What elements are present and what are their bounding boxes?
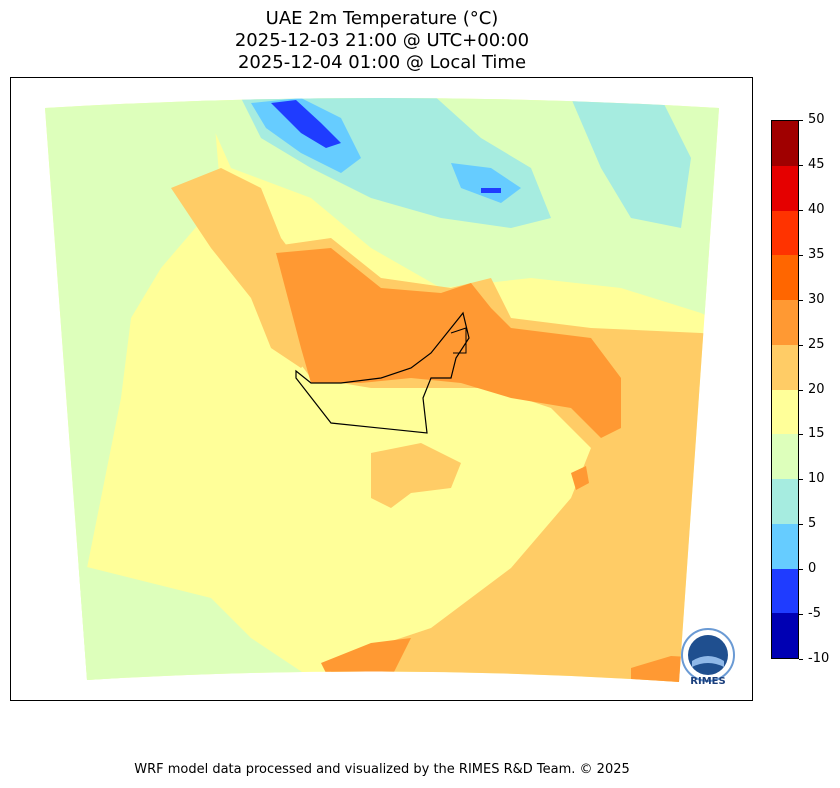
local-time: 2025-12-04 01:00 @ Local Time	[237, 52, 527, 73]
colorbar-tick	[799, 569, 803, 571]
colorbar-segment	[772, 165, 798, 211]
colorbar-segment	[772, 121, 798, 166]
colorbar-segment	[772, 210, 798, 256]
colorbar-tick	[799, 120, 803, 121]
colorbar-segment	[772, 255, 798, 300]
map-frame	[10, 77, 753, 701]
colorbar-segment	[772, 344, 798, 390]
colorbar-tick-label: 25	[808, 336, 825, 352]
colorbar-tick-label: -5	[808, 606, 821, 622]
colorbar-tick-label: 10	[808, 471, 825, 487]
colorbar-tick	[799, 479, 803, 481]
uae-inner-border	[450, 327, 467, 354]
colorbar-segment	[772, 479, 798, 524]
zone-5-10-ne	[571, 98, 691, 228]
colorbar-tick	[799, 524, 803, 526]
utc-time: 2025-12-03 21:00 @ UTC+00:00	[234, 30, 530, 51]
chart-title: UAE 2m Temperature (°C)	[265, 8, 499, 29]
colorbar-segment	[772, 434, 798, 479]
zone-m5-0	[271, 100, 341, 148]
colorbar-tick	[799, 344, 803, 346]
colorbar-tick	[799, 209, 803, 211]
colorbar-segment	[772, 568, 798, 614]
footer-credit: WRF model data processed and visualized …	[134, 762, 630, 777]
colorbar-tick-label: 50	[808, 112, 825, 127]
colorbar-segment	[772, 613, 798, 658]
zone-20-25-inland	[371, 443, 461, 508]
colorbar-tick	[799, 434, 803, 436]
zone-25-30-spot	[571, 466, 589, 490]
colorbar-tick	[799, 299, 803, 301]
rimes-logo-text: RIMES	[690, 676, 726, 687]
colorbar-tick	[799, 389, 803, 391]
colorbar-tick-label: 30	[808, 291, 825, 307]
colorbar-segment	[772, 523, 798, 569]
colorbar-tick-label: 5	[808, 516, 817, 532]
colorbar-tick-label: 45	[808, 156, 825, 172]
uae-border	[295, 311, 470, 434]
colorbar-tick-label: 20	[808, 381, 825, 397]
zone-m5-0-b	[481, 188, 501, 193]
zone-10-15-sw	[45, 548, 311, 682]
colorbar-tick-label: 0	[808, 561, 817, 577]
colorbar-tick	[799, 164, 803, 166]
colorbar-tick	[799, 659, 803, 660]
rimes-logo-icon	[681, 628, 735, 682]
zone-25-30-gulf	[276, 248, 621, 438]
colorbar-tick	[799, 614, 803, 616]
colorbar-tick-label: 40	[808, 201, 825, 217]
temperature-map	[45, 98, 719, 682]
zone-0-5-b	[451, 163, 521, 203]
colorbar-segment	[772, 389, 798, 435]
colorbar-tick-label: 35	[808, 246, 825, 262]
colorbar	[771, 120, 799, 659]
colorbar-tick-label: 15	[808, 426, 825, 442]
colorbar-tick-label: -10	[808, 651, 830, 666]
colorbar-segment	[772, 300, 798, 345]
colorbar-tick	[799, 254, 803, 256]
